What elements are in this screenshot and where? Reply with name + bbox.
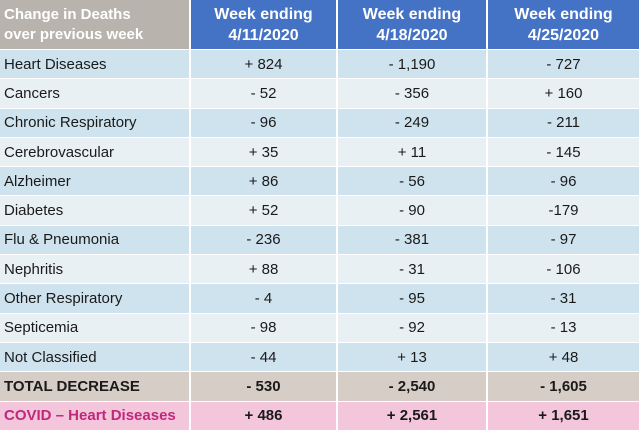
row-value-week-3: - 13 xyxy=(488,313,639,342)
header-week-3: Week ending 4/25/2020 xyxy=(488,0,639,49)
header-week-1: Week ending 4/11/2020 xyxy=(191,0,338,49)
row-value-week-1: + 88 xyxy=(191,255,338,284)
table-row: Flu & Pneumonia - 236 - 381 - 97 xyxy=(0,225,639,256)
row-label: Septicemia xyxy=(0,313,191,342)
row-value-week-2: - 249 xyxy=(338,108,488,137)
row-value-week-2: - 95 xyxy=(338,284,488,313)
row-label: Flu & Pneumonia xyxy=(0,225,191,255)
row-label: Chronic Respiratory xyxy=(0,108,191,137)
row-value-week-2: + 11 xyxy=(338,137,488,167)
row-value-week-2: - 92 xyxy=(338,313,488,342)
table-row: Cancers - 52 - 356 + 160 xyxy=(0,79,639,109)
row-value-week-1: - 44 xyxy=(191,342,338,372)
row-value-week-2: - 56 xyxy=(338,167,488,196)
covid-label: COVID – Heart Diseases xyxy=(0,401,191,430)
total-label: TOTAL DECREASE xyxy=(0,372,191,401)
covid-value-week-2: + 2,561 xyxy=(338,401,488,430)
row-value-week-1: + 35 xyxy=(191,137,338,167)
table-header: Change in Deaths over previous week Week… xyxy=(0,0,639,50)
row-label: Alzheimer xyxy=(0,167,191,196)
row-value-week-3: - 211 xyxy=(488,108,639,137)
table-row: Alzheimer + 86 - 56 - 96 xyxy=(0,167,639,197)
row-value-week-2: - 381 xyxy=(338,225,488,255)
total-value-week-1: - 530 xyxy=(191,372,338,401)
row-value-week-2: - 356 xyxy=(338,79,488,108)
total-value-week-3: - 1,605 xyxy=(488,372,639,401)
row-label: Heart Diseases xyxy=(0,50,191,79)
total-value-week-2: - 2,540 xyxy=(338,372,488,401)
covid-value-week-1: + 486 xyxy=(191,401,338,430)
row-value-week-1: + 824 xyxy=(191,50,338,79)
row-label: Other Respiratory xyxy=(0,284,191,313)
row-label: Cancers xyxy=(0,79,191,108)
table-row: Cerebrovascular + 35 + 11 - 145 xyxy=(0,137,639,168)
row-value-week-1: - 236 xyxy=(191,225,338,255)
table-row: Nephritis + 88 - 31 - 106 xyxy=(0,255,639,285)
row-label: Cerebrovascular xyxy=(0,137,191,167)
row-value-week-1: - 52 xyxy=(191,79,338,108)
header-week-2: Week ending 4/18/2020 xyxy=(338,0,488,49)
row-value-week-3: - 31 xyxy=(488,284,639,313)
row-value-week-2: + 13 xyxy=(338,342,488,372)
row-value-week-3: -179 xyxy=(488,196,639,225)
row-value-week-2: - 90 xyxy=(338,196,488,225)
row-value-week-3: + 160 xyxy=(488,79,639,108)
row-value-week-1: + 86 xyxy=(191,167,338,196)
row-value-week-3: - 145 xyxy=(488,137,639,167)
table-row: Chronic Respiratory - 96 - 249 - 211 xyxy=(0,108,639,138)
header-label: Change in Deaths over previous week xyxy=(0,0,191,49)
row-value-week-3: - 96 xyxy=(488,167,639,196)
covid-heart-row: COVID – Heart Diseases + 486 + 2,561 + 1… xyxy=(0,401,639,431)
row-value-week-1: - 4 xyxy=(191,284,338,313)
row-value-week-1: - 98 xyxy=(191,313,338,342)
row-value-week-3: + 48 xyxy=(488,342,639,372)
table-row: Not Classified - 44 + 13 + 48 xyxy=(0,342,639,373)
row-label: Not Classified xyxy=(0,342,191,372)
table-row: Septicemia - 98 - 92 - 13 xyxy=(0,313,639,343)
row-value-week-3: - 727 xyxy=(488,50,639,79)
covid-value-week-3: + 1,651 xyxy=(488,401,639,430)
row-value-week-3: - 97 xyxy=(488,225,639,255)
table-row: Heart Diseases + 824 - 1,190 - 727 xyxy=(0,50,639,80)
row-value-week-1: - 96 xyxy=(191,108,338,137)
total-decrease-row: TOTAL DECREASE - 530 - 2,540 - 1,605 xyxy=(0,372,639,402)
row-value-week-2: - 31 xyxy=(338,255,488,284)
table-row: Diabetes + 52 - 90 -179 xyxy=(0,196,639,226)
row-label: Diabetes xyxy=(0,196,191,225)
row-label: Nephritis xyxy=(0,255,191,284)
row-value-week-2: - 1,190 xyxy=(338,50,488,79)
row-value-week-1: + 52 xyxy=(191,196,338,225)
table-row: Other Respiratory - 4 - 95 - 31 xyxy=(0,284,639,314)
row-value-week-3: - 106 xyxy=(488,255,639,284)
